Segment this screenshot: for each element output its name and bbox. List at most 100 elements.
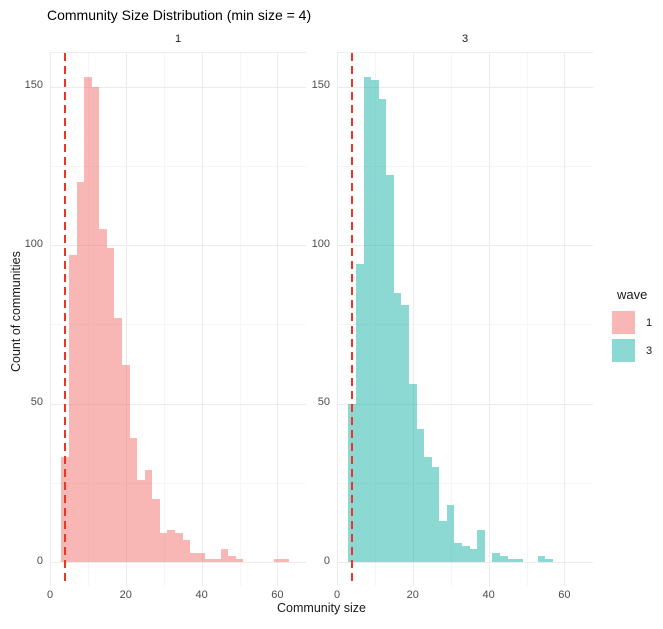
- histogram-bar: [114, 317, 122, 562]
- histogram-bar: [371, 80, 379, 562]
- y-tick-label: 50: [317, 396, 330, 408]
- histogram-bar: [76, 181, 85, 562]
- gridline-x-major: [277, 53, 279, 586]
- min-size-vline: [64, 53, 67, 586]
- gridline-x-major: [488, 53, 490, 586]
- histogram-bar: [469, 549, 478, 562]
- gridline-y-major: [50, 86, 306, 88]
- legend-swatch-3: [612, 339, 635, 362]
- x-tick-label: 20: [406, 589, 419, 601]
- histogram-bar: [515, 558, 523, 562]
- histogram-bar: [137, 479, 145, 562]
- gridline-y-minor: [337, 324, 593, 326]
- x-tick-label: 20: [119, 589, 132, 601]
- histogram-bar: [235, 558, 244, 562]
- histogram-bar: [401, 305, 409, 562]
- histogram-bar: [273, 558, 282, 562]
- histogram-bar: [355, 264, 364, 562]
- facet-label-1: 1: [174, 33, 182, 45]
- gridline-x-major: [337, 53, 338, 586]
- facet-panel-3: [337, 52, 593, 586]
- facet-label-3: 3: [461, 33, 469, 45]
- histogram-bar: [228, 555, 236, 562]
- x-tick-label: 0: [46, 589, 54, 601]
- x-axis-title: Community size: [277, 601, 366, 615]
- histogram-bar: [205, 558, 213, 562]
- gridline-x-major: [125, 53, 127, 586]
- gridline-y-major: [50, 245, 306, 246]
- histogram-bar: [431, 466, 440, 562]
- histogram-bar: [281, 558, 289, 562]
- histogram-bar: [182, 539, 191, 562]
- y-tick-label: 150: [24, 79, 43, 91]
- gridline-x-minor: [163, 53, 165, 586]
- gridline-x-major: [50, 53, 51, 586]
- histogram-bar: [416, 428, 425, 562]
- gridline-y-minor: [337, 165, 593, 167]
- legend-label: 3: [646, 344, 653, 357]
- histogram-bar: [129, 438, 138, 562]
- histogram-bar: [454, 542, 463, 562]
- legend-swatch-1: [612, 311, 635, 334]
- y-tick-label: 0: [36, 554, 43, 567]
- histogram-bar: [386, 175, 394, 562]
- histogram-bar: [446, 504, 455, 562]
- histogram-bar: [167, 530, 176, 562]
- x-tick-label: 40: [195, 589, 208, 601]
- legend-item-1: 1: [612, 311, 652, 334]
- histogram-bar: [439, 520, 447, 562]
- histogram-bar: [424, 457, 432, 562]
- gridline-y-major: [337, 562, 593, 563]
- histogram-bar: [122, 365, 130, 562]
- histogram-bar: [106, 248, 115, 562]
- gridline-y-minor: [50, 482, 306, 484]
- histogram-bar: [537, 555, 546, 562]
- legend-label: 1: [646, 316, 653, 329]
- histogram-bar: [477, 530, 485, 562]
- gridline-y-major: [50, 562, 306, 563]
- histogram-bar: [91, 86, 100, 562]
- x-tick-label: 60: [558, 589, 571, 601]
- gridline-y-major: [50, 403, 306, 405]
- x-tick-label: 0: [333, 589, 341, 601]
- min-size-vline: [351, 53, 354, 586]
- histogram-bar: [197, 552, 206, 562]
- histogram-bar: [159, 533, 168, 562]
- y-tick-label: 150: [311, 79, 330, 91]
- gridline-y-minor: [337, 482, 593, 484]
- gridline-y-major: [337, 86, 593, 88]
- histogram-bar: [393, 292, 402, 562]
- histogram-bar: [409, 384, 417, 562]
- chart-title: Community Size Distribution (min size = …: [47, 7, 312, 23]
- histogram-bar: [190, 552, 198, 562]
- histogram-bar: [507, 558, 516, 562]
- gridline-x-minor: [526, 53, 528, 586]
- gridline-y-major: [337, 245, 593, 246]
- gridline-x-minor: [239, 53, 241, 586]
- histogram-bar: [99, 229, 107, 562]
- histogram-bar: [68, 254, 77, 562]
- histogram-bar: [220, 549, 229, 562]
- histogram-bar: [144, 470, 153, 562]
- histogram-bar: [492, 552, 500, 562]
- histogram-bar: [545, 558, 554, 562]
- y-tick-label: 50: [30, 396, 43, 408]
- histogram-bar: [363, 77, 372, 562]
- x-tick-label: 60: [271, 589, 284, 601]
- gridline-x-major: [201, 53, 203, 586]
- gridline-x-minor: [450, 53, 452, 586]
- legend-item-3: 3: [612, 339, 652, 362]
- histogram-bar: [212, 558, 221, 562]
- gridline-y-major: [337, 403, 593, 405]
- histogram-bar: [378, 99, 387, 562]
- gridline-y-minor: [50, 324, 306, 326]
- facet-panel-1: [50, 52, 306, 586]
- histogram-bar: [499, 555, 508, 562]
- y-tick-label: 100: [311, 237, 330, 250]
- histogram-bar: [175, 533, 183, 562]
- y-axis-title: Count of communities: [9, 251, 23, 372]
- x-tick-label: 40: [482, 589, 495, 601]
